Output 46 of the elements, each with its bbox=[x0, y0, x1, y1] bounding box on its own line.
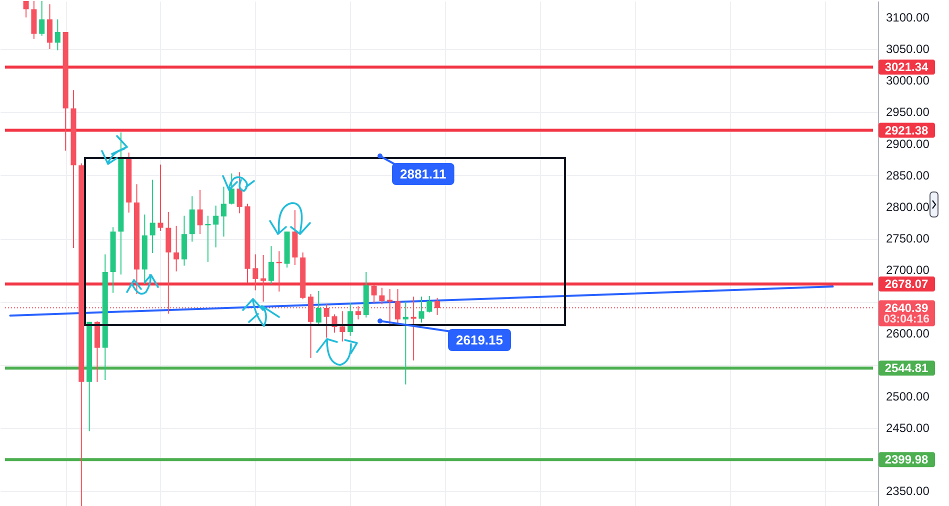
candlestick bbox=[418, 296, 424, 324]
candlestick bbox=[174, 225, 180, 272]
y-tick-label: 2900.00 bbox=[886, 136, 930, 151]
y-tick-label: 3100.00 bbox=[886, 10, 930, 24]
candlestick bbox=[371, 284, 377, 304]
candlestick bbox=[268, 246, 274, 285]
candlestick bbox=[158, 164, 164, 232]
candlestick bbox=[379, 287, 385, 305]
y-tick-label: 2950.00 bbox=[886, 105, 930, 120]
candlestick bbox=[410, 296, 416, 361]
candlestick bbox=[340, 310, 346, 342]
y-tick-label: 2500.00 bbox=[886, 389, 930, 404]
candlestick bbox=[197, 189, 203, 235]
candlestick bbox=[150, 179, 156, 254]
candlestick bbox=[252, 254, 258, 291]
ref-line-label: 2399.98 bbox=[884, 452, 929, 467]
candlestick bbox=[426, 296, 432, 313]
y-tick-label: 2350.00 bbox=[886, 484, 930, 498]
candlestick bbox=[213, 205, 219, 248]
candlestick bbox=[348, 302, 354, 336]
y-tick-label: 3000.00 bbox=[886, 74, 930, 88]
y-tick-label: 2850.00 bbox=[886, 168, 930, 182]
ref-line-label: 3021.34 bbox=[884, 60, 929, 74]
candlestick bbox=[260, 254, 266, 302]
candlestick bbox=[54, 18, 60, 51]
annotation: 2881.11 bbox=[400, 166, 446, 182]
y-tick-label: 2600.00 bbox=[886, 326, 930, 340]
candlestick bbox=[47, 4, 53, 50]
ref-line-label: 2678.07 bbox=[884, 276, 929, 291]
candlestick bbox=[205, 215, 211, 262]
y-tick-label: 2750.00 bbox=[886, 232, 930, 246]
y-tick-label: 2800.00 bbox=[886, 200, 930, 214]
candlestick bbox=[402, 301, 408, 385]
text: 03:04:16 bbox=[883, 313, 930, 326]
candlestick bbox=[316, 290, 322, 325]
candlestick bbox=[228, 172, 234, 205]
y-tick-label: 2700.00 bbox=[886, 263, 930, 278]
candlestick bbox=[39, 0, 45, 36]
ref-line-label: 2640.39 bbox=[884, 300, 929, 315]
candlestick bbox=[23, 0, 29, 18]
annotation: 2619.15 bbox=[456, 332, 503, 348]
y-tick-label: 3050.00 bbox=[886, 42, 930, 56]
candlestick bbox=[221, 186, 227, 238]
ref-line-label: 2544.81 bbox=[884, 361, 929, 376]
ref-line-label: 2921.38 bbox=[884, 123, 929, 138]
y-tick-label: 2450.00 bbox=[886, 421, 930, 436]
